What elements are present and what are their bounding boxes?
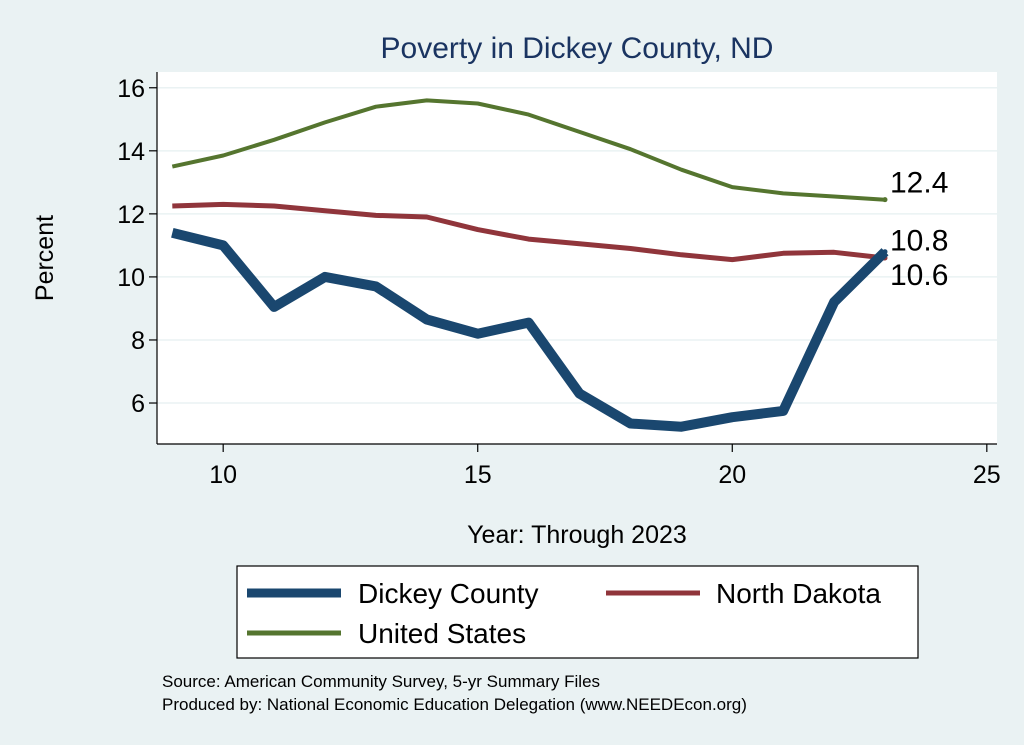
series-end-point-united-states [882, 197, 888, 203]
series-line-united-states [171, 98, 886, 202]
y-tick-label: 16 [117, 75, 145, 103]
legend-label-north-dakota: North Dakota [716, 578, 881, 609]
legend: Dickey County North Dakota United States [236, 565, 919, 659]
legend-label-united-states: United States [358, 618, 526, 649]
legend-box [236, 565, 919, 659]
x-tick-label: 25 [973, 461, 1001, 489]
end-label-united-states: 12.4 [890, 167, 948, 200]
y-tick-label: 10 [117, 264, 145, 292]
end-labels: 10.810.6 12.4 [890, 167, 948, 292]
y-axis-label: Percent [31, 215, 59, 301]
x-tick-label: 20 [718, 461, 746, 489]
x-axis-label: Year: Through 2023 [467, 521, 687, 549]
series-end-point-dickey-county [882, 249, 888, 255]
producer-note: Produced by: National Economic Education… [162, 695, 747, 714]
y-tick-label: 8 [131, 327, 145, 355]
y-tick-label: 6 [131, 390, 145, 418]
axis-ticks: 6 8 10 12 14 16 10 15 20 25 [117, 75, 1001, 489]
x-tick-label: 15 [464, 461, 492, 489]
gridlines [157, 87, 997, 404]
y-tick-label: 12 [117, 201, 145, 229]
end-label-north-dakota: 10.6 [890, 259, 948, 292]
series-lines [171, 98, 889, 432]
x-tick-label: 10 [209, 461, 237, 489]
series-line-dickey-county [171, 227, 889, 432]
legend-label-dickey-county: Dickey County [358, 578, 539, 609]
y-tick-label: 14 [117, 138, 145, 166]
source-note: Source: American Community Survey, 5-yr … [162, 672, 600, 691]
end-label-dickey-county: 10.8 [890, 225, 948, 258]
chart-title: Poverty in Dickey County, ND [381, 32, 774, 65]
series-line-north-dakota [172, 201, 886, 263]
